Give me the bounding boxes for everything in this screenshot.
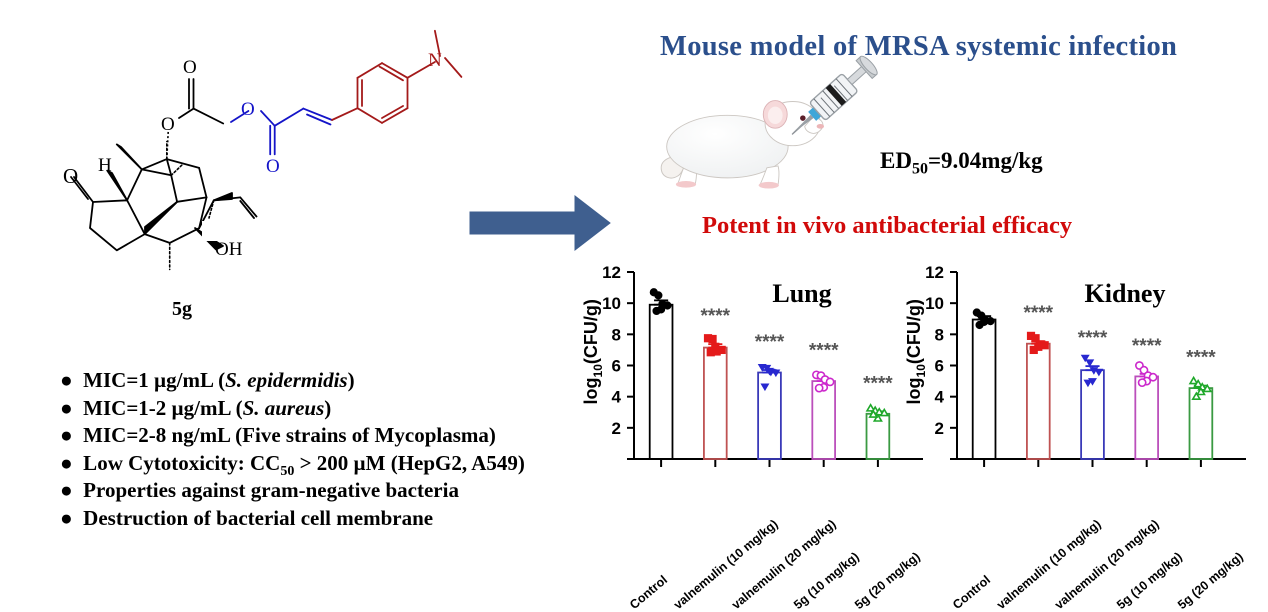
svg-text:Kidney: Kidney bbox=[1085, 279, 1166, 308]
svg-text:****: **** bbox=[1078, 328, 1108, 349]
svg-text:O: O bbox=[63, 164, 78, 188]
svg-text:8: 8 bbox=[612, 325, 621, 344]
svg-text:****: **** bbox=[701, 306, 731, 327]
svg-text:6: 6 bbox=[935, 357, 944, 376]
svg-text:O: O bbox=[266, 156, 280, 177]
svg-text:****: **** bbox=[1132, 336, 1162, 357]
svg-text:O: O bbox=[161, 114, 175, 135]
svg-text:2: 2 bbox=[935, 419, 944, 438]
svg-text:5g: 5g bbox=[172, 298, 192, 320]
svg-text:OH: OH bbox=[215, 239, 243, 260]
svg-text:12: 12 bbox=[925, 263, 944, 282]
svg-text:O: O bbox=[241, 99, 255, 120]
svg-text:10: 10 bbox=[925, 294, 944, 313]
svg-text:O: O bbox=[183, 57, 197, 78]
svg-text:12: 12 bbox=[602, 263, 621, 282]
svg-text:Lung: Lung bbox=[772, 279, 831, 308]
svg-text:4: 4 bbox=[935, 388, 945, 407]
svg-text:****: **** bbox=[809, 341, 839, 362]
svg-text:2: 2 bbox=[612, 419, 621, 438]
svg-text:H: H bbox=[98, 155, 112, 176]
svg-text:10: 10 bbox=[602, 294, 621, 313]
svg-text:N: N bbox=[428, 50, 442, 71]
svg-text:8: 8 bbox=[935, 325, 944, 344]
svg-text:****: **** bbox=[1186, 348, 1216, 369]
svg-text:****: **** bbox=[755, 332, 785, 353]
svg-text:****: **** bbox=[1024, 303, 1054, 324]
svg-text:****: **** bbox=[863, 373, 893, 394]
svg-text:4: 4 bbox=[612, 388, 622, 407]
svg-text:6: 6 bbox=[612, 357, 621, 376]
